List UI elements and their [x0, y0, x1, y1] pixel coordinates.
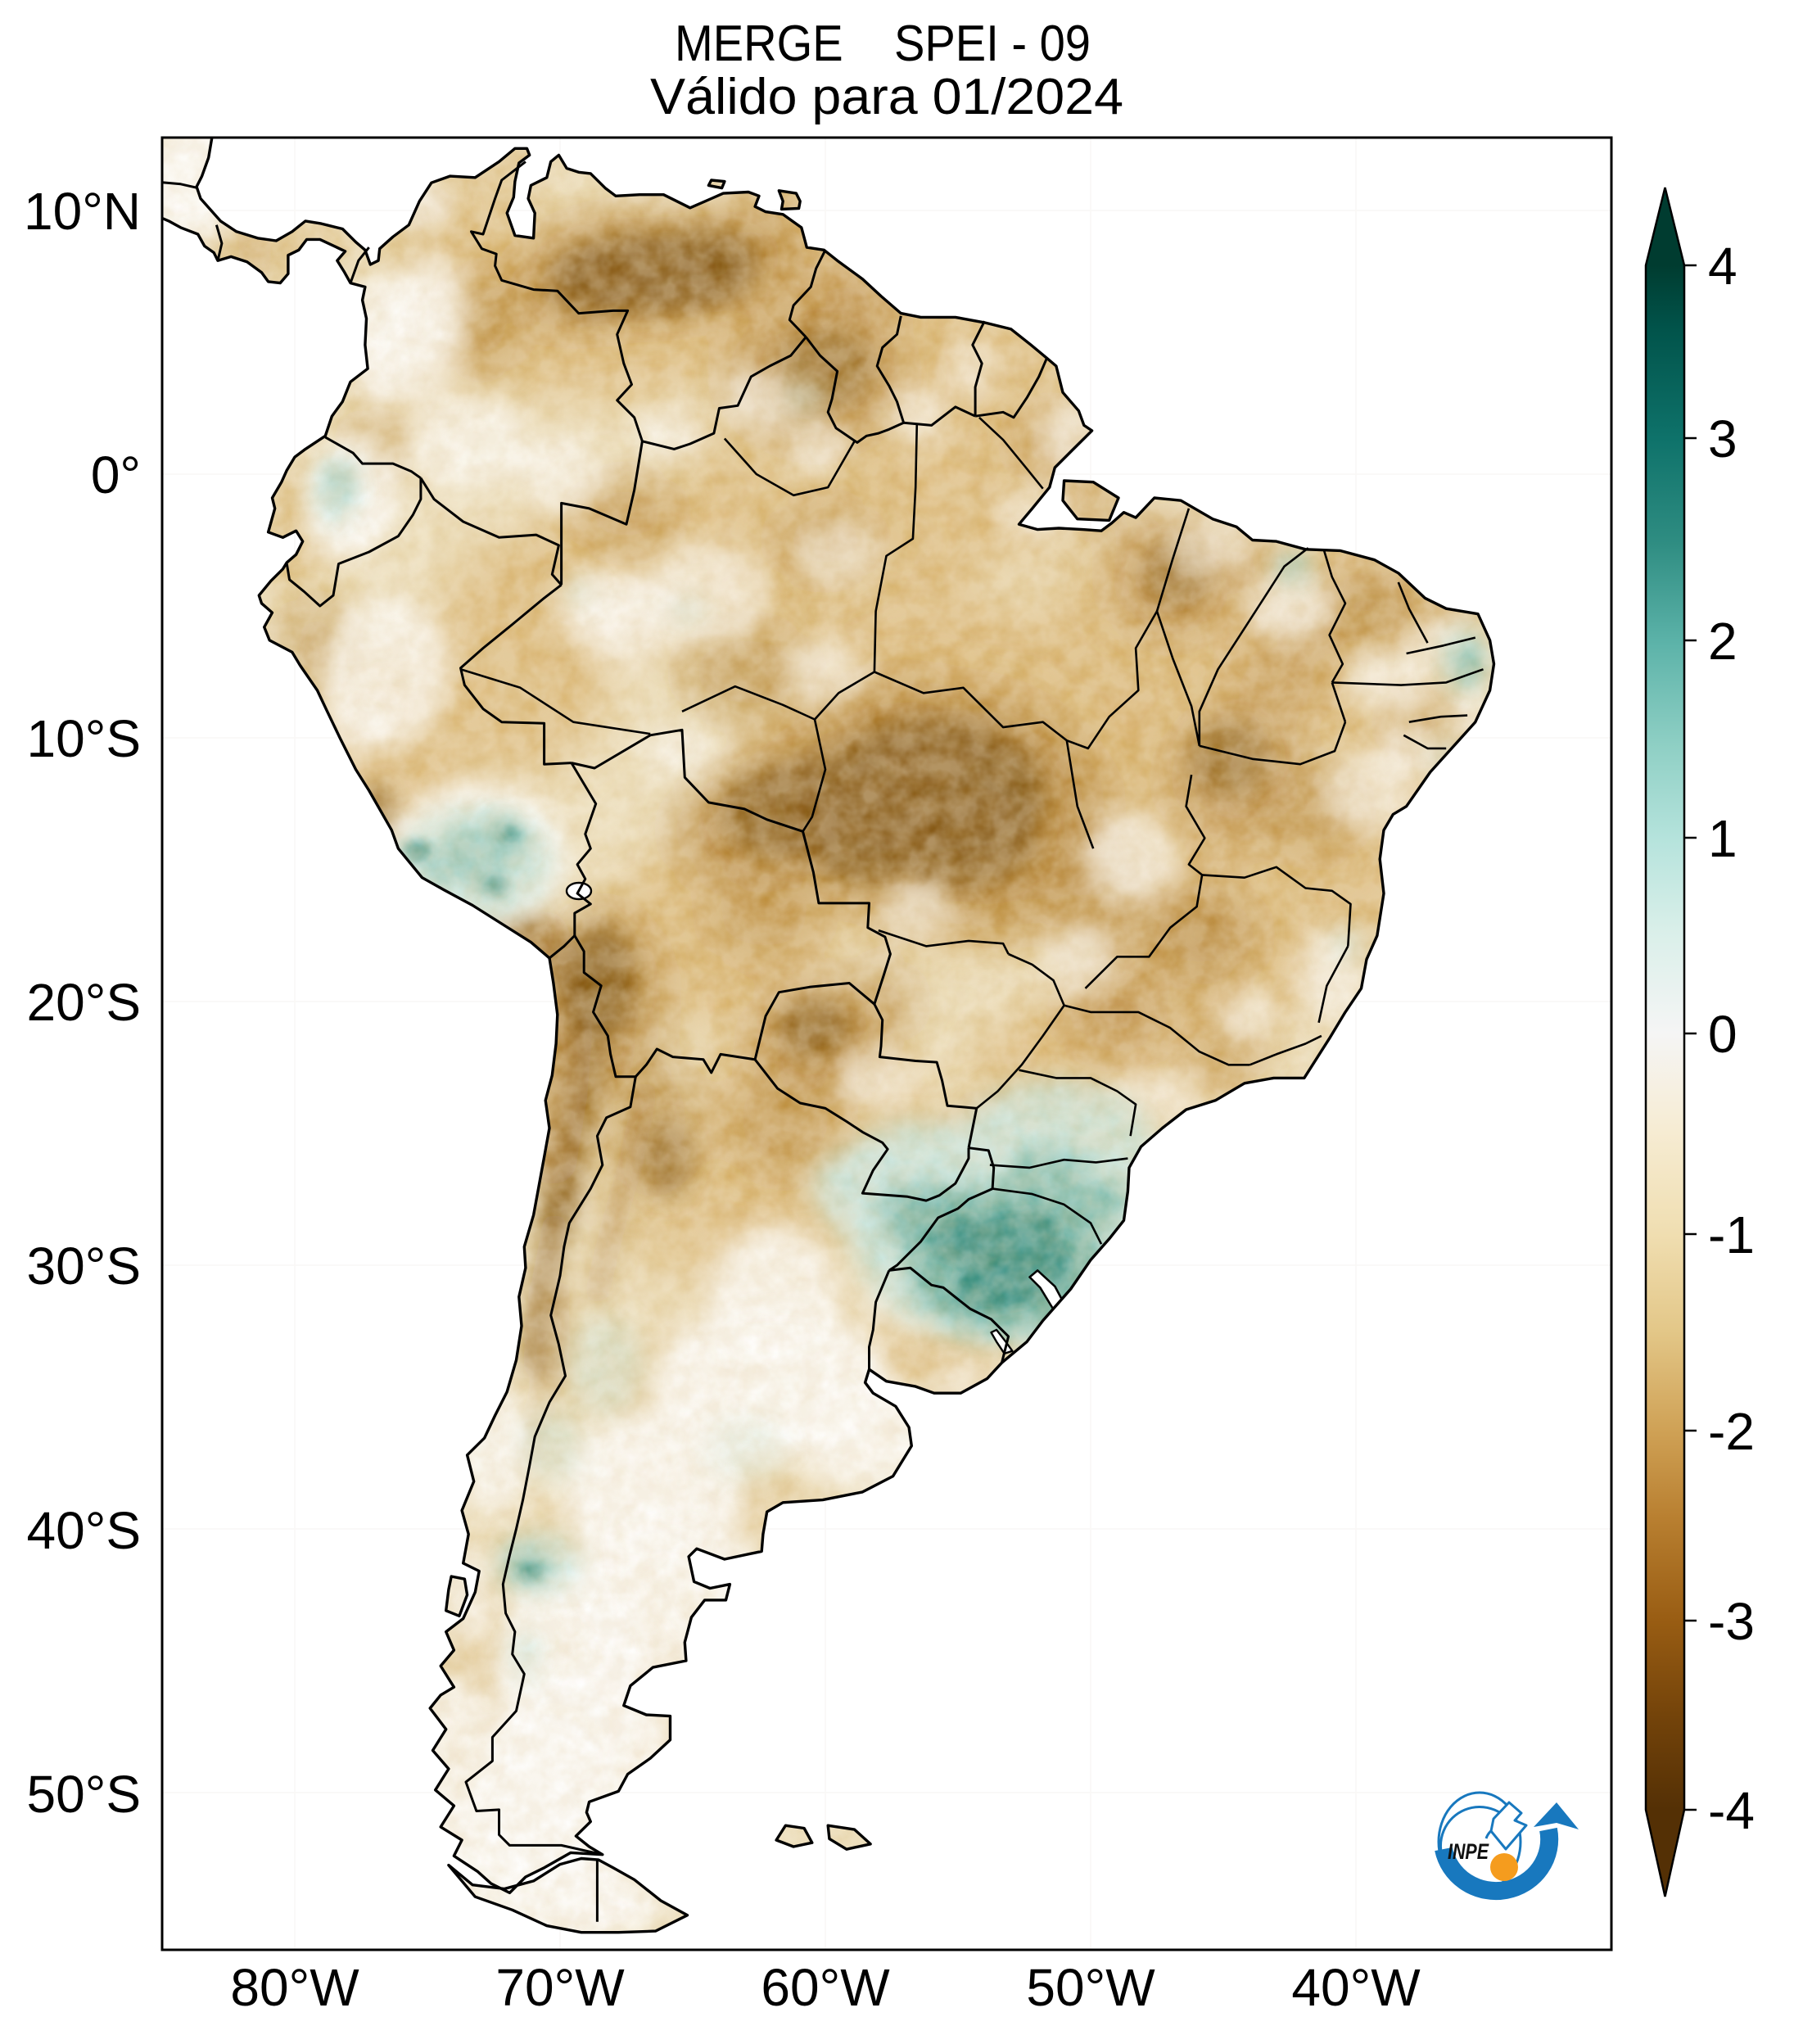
- svg-text:40°W: 40°W: [1291, 1958, 1421, 2017]
- svg-text:0: 0: [1708, 1005, 1738, 1064]
- svg-text:-3: -3: [1708, 1592, 1755, 1651]
- svg-text:60°W: 60°W: [761, 1958, 890, 2017]
- svg-text:50°W: 50°W: [1026, 1958, 1155, 2017]
- svg-text:20°S: 20°S: [27, 973, 141, 1032]
- svg-text:3: 3: [1708, 409, 1738, 468]
- svg-text:-2: -2: [1708, 1402, 1755, 1461]
- svg-text:Válido para 01/2024: Válido para 01/2024: [650, 69, 1123, 125]
- svg-text:30°S: 30°S: [27, 1237, 141, 1296]
- svg-text:-4: -4: [1708, 1781, 1755, 1840]
- svg-text:4: 4: [1708, 237, 1738, 296]
- svg-text:0°: 0°: [91, 445, 141, 504]
- svg-text:MERGE SPEI - 09: MERGE SPEI - 09: [675, 16, 1091, 72]
- svg-text:1: 1: [1708, 809, 1738, 868]
- svg-text:-1: -1: [1708, 1205, 1755, 1264]
- svg-text:40°S: 40°S: [27, 1501, 141, 1560]
- svg-text:10°N: 10°N: [24, 182, 141, 241]
- svg-text:80°W: 80°W: [230, 1958, 359, 2017]
- svg-text:50°S: 50°S: [27, 1765, 141, 1824]
- svg-text:2: 2: [1708, 612, 1738, 671]
- svg-text:INPE: INPE: [1448, 1839, 1489, 1864]
- svg-text:70°W: 70°W: [495, 1958, 625, 2017]
- svg-text:10°S: 10°S: [27, 709, 141, 768]
